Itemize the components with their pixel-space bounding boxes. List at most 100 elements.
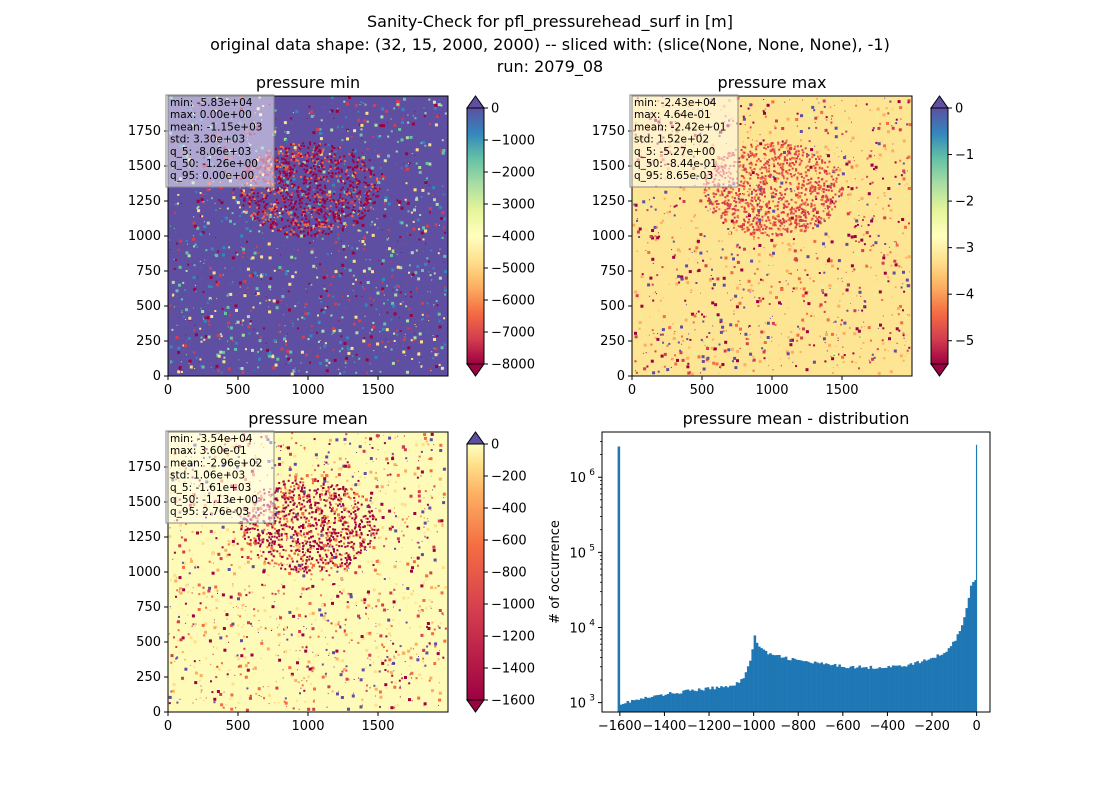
stats-line: max: 3.60e-01 [170, 445, 247, 457]
histogram-bar [758, 646, 761, 712]
y-tick-label: 1500 [592, 159, 625, 174]
y-tick-label: 0 [617, 369, 625, 384]
y-tick-label: 1750 [128, 124, 161, 139]
histogram-bar [749, 660, 752, 712]
histogram-bar [903, 666, 906, 712]
colorbar-tick-label: 0 [491, 102, 499, 117]
histogram-bar [858, 665, 861, 712]
histogram-bar [880, 668, 884, 712]
histogram-bar [617, 446, 621, 712]
figure-title-line-2: original data shape: (32, 15, 2000, 2000… [210, 35, 890, 54]
histogram-bar [693, 690, 696, 712]
histogram-bar [784, 656, 788, 712]
histogram-bar [722, 687, 725, 712]
histogram-bar [738, 682, 741, 712]
stats-box-bg [165, 94, 275, 188]
colorbar-tick-label: −4 [955, 288, 974, 303]
histogram-bar [655, 695, 659, 712]
histogram-bar [671, 693, 674, 712]
histogram-bar [898, 665, 902, 712]
colorbar-tick-label: −400 [491, 502, 527, 517]
histogram-bar [853, 668, 857, 712]
histogram-bar [677, 693, 681, 712]
histogram-bar [751, 649, 754, 712]
y-tick-label: 750 [136, 600, 161, 615]
histogram-bar [809, 662, 812, 712]
colorbar: 0 −200 −400 −600 −800 −1000 −1200 −1400 −1600 [466, 431, 535, 713]
histogram-bar [755, 642, 759, 712]
colorbar-extend-bottom [466, 363, 485, 377]
y-tick-label: 1250 [128, 194, 161, 209]
histogram-bar [642, 698, 645, 712]
histogram-bar [975, 444, 978, 712]
histogram-bar [715, 686, 719, 712]
histogram-bar [954, 640, 957, 712]
y-tick-label: 250 [600, 334, 625, 349]
histogram-bar [724, 686, 728, 712]
histogram-bar [778, 654, 781, 712]
histogram-bar [956, 634, 960, 712]
histogram-bar [713, 689, 717, 712]
histogram-bar [827, 664, 830, 712]
y-tick-label: 0 [153, 369, 161, 384]
histogram-bar [798, 660, 801, 712]
histogram-bar [932, 657, 935, 712]
histogram-bar [664, 694, 667, 712]
colorbar-gradient [930, 107, 949, 365]
histogram-bar [675, 693, 679, 712]
colorbar-tick-label: 0 [955, 102, 963, 117]
y-tick-label: 1750 [592, 124, 625, 139]
histogram-bar [637, 699, 641, 712]
histogram-bar [849, 666, 853, 712]
y-tick-label: 10 [569, 546, 586, 561]
histogram-bar [911, 664, 915, 712]
histogram-bar [900, 666, 904, 712]
histogram-bar [829, 665, 832, 712]
histogram-bar [874, 668, 877, 712]
histogram-bar [905, 666, 908, 712]
histogram-bar [762, 649, 766, 712]
x-tick-label: 0 [972, 719, 980, 734]
histogram-bar [624, 703, 627, 712]
y-tick-label: 500 [600, 299, 625, 314]
histogram-bar [940, 654, 944, 712]
histogram-bar [726, 687, 730, 712]
stats-line: q_95: 0.00e+00 [170, 170, 254, 182]
x-tick-label: 1500 [361, 383, 394, 398]
histogram-bar [838, 664, 841, 712]
histogram-bar [740, 679, 743, 712]
histogram-bar [700, 689, 703, 712]
histogram-bar [773, 655, 777, 712]
stats-line: max: 0.00e+00 [170, 109, 252, 121]
histogram-bar [628, 702, 632, 712]
histogram-bar [793, 658, 797, 712]
y-tick-label: 1500 [128, 159, 161, 174]
figure-title-line-1: Sanity-Check for pfl_pressurehead_surf i… [367, 12, 733, 31]
histogram-bar [764, 650, 768, 712]
x-tick-label: 1000 [755, 383, 788, 398]
colorbar-tick-label: −1000 [491, 598, 535, 613]
colorbar-extend-bottom [930, 363, 949, 377]
histogram-bar [845, 668, 848, 712]
histogram-bar [686, 689, 690, 712]
histogram-bar [963, 617, 966, 712]
histogram-bar [961, 625, 964, 712]
histogram-bar [673, 693, 676, 712]
colorbar-gradient [466, 107, 485, 365]
histogram-bar [851, 665, 855, 712]
histogram-bar [717, 687, 721, 712]
histogram-bar [887, 665, 890, 712]
y-tick-label: 1250 [128, 530, 161, 545]
histogram-bar [925, 660, 928, 712]
histogram-bar [733, 685, 737, 712]
histogram-bar [871, 668, 875, 712]
histogram-bar [622, 703, 625, 712]
y-tick-label: 1250 [592, 194, 625, 209]
histogram-bar [704, 687, 708, 712]
histogram-bar [662, 695, 665, 712]
histogram-bar [918, 663, 922, 712]
stats-line: min: -5.83e+04 [170, 97, 253, 109]
histogram-bar [860, 667, 864, 712]
stats-box-bg [629, 94, 739, 188]
